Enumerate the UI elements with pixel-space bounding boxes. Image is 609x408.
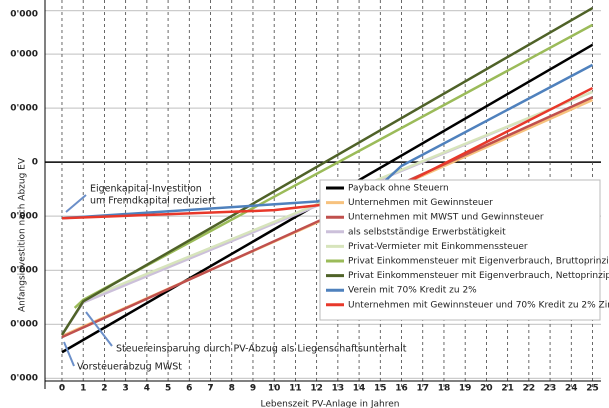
legend-label: Payback ohne Steuern	[348, 184, 449, 194]
x-tick-label: 14	[353, 384, 366, 394]
y-tick-label: 0'000	[10, 374, 38, 384]
legend-label: Privat Einkommensteuer mit Eigenverbrauc…	[348, 257, 609, 267]
x-tick-label: 22	[523, 384, 536, 394]
x-tick-label: 3	[123, 384, 129, 394]
y-tick-label: 0	[32, 158, 38, 168]
legend-label: als selbstständige Erwerbstätigkeit	[348, 227, 506, 237]
x-tick-label: 19	[459, 384, 472, 394]
series-line	[73, 23, 594, 309]
y-tick-label: 0'000	[10, 320, 38, 330]
x-tick-label: 5	[165, 384, 171, 394]
x-tick-label: 18	[438, 384, 451, 394]
legend-label: Privat-Vermieter mit Einkommenssteuer	[348, 242, 528, 252]
x-tick-label: 8	[229, 384, 235, 394]
x-tick-label: 6	[186, 384, 192, 394]
x-tick-label: 24	[565, 384, 578, 394]
x-tick-label: 25	[586, 384, 599, 394]
x-tick-label: 2	[101, 384, 107, 394]
arrow	[65, 194, 87, 213]
legend-label: Unternehmen mit Gewinnsteuer und 70% Kre…	[348, 300, 609, 310]
x-tick-label: 23	[544, 384, 557, 394]
x-tick-label: 4	[144, 384, 150, 394]
x-tick-label: 12	[310, 384, 323, 394]
arrow	[63, 341, 75, 367]
x-tick-label: 16	[395, 384, 408, 394]
x-tick-label: 21	[501, 384, 514, 394]
x-tick-label: 13	[332, 384, 345, 394]
x-tick-label: 11	[289, 384, 302, 394]
x-tick-label: 20	[480, 384, 493, 394]
y-tick-label: 0'000	[10, 212, 38, 222]
y-tick-label: 0'000	[10, 104, 38, 114]
x-tick-label: 17	[416, 384, 429, 394]
x-tick-label: 15	[374, 384, 387, 394]
annotation: Vorsteuerabzug MWSt	[77, 362, 182, 373]
x-tick-label: 9	[250, 384, 256, 394]
legend-label: Unternehmen mit Gewinnsteuer	[348, 198, 493, 208]
annotation-arrows	[63, 194, 113, 367]
legend-label: Unternehmen mit MWST und Gewinnsteuer	[348, 213, 544, 223]
annotation: um Fremdkapital reduziert	[90, 196, 216, 207]
x-tick-label: 10	[268, 384, 281, 394]
legend-label: Privat Einkommensteuer mit Eigenverbrauc…	[348, 271, 609, 281]
x-tick-label: 7	[207, 384, 213, 394]
annotation: Eigenkapital-Investition	[90, 184, 202, 195]
y-tick-label: 0'000	[10, 266, 38, 276]
legend-box	[319, 179, 601, 321]
x-tick-label: 0	[59, 384, 65, 394]
x-tick-label: 1	[80, 384, 86, 394]
arrow	[85, 311, 113, 347]
legend-label: Verein mit 70% Kredit zu 2%	[348, 286, 477, 296]
y-axis-title: Anfangsinvestition nach Abzug EV	[18, 157, 28, 312]
annotation: Steuereinsparung durch PV-Abzug als Lieg…	[116, 344, 407, 355]
y-tick-label: 0'000	[10, 10, 38, 20]
x-axis-title: Lebenszeit PV-Anlage in Jahren	[261, 400, 400, 408]
y-tick-label: 0'000	[10, 50, 38, 60]
series-line	[60, 7, 594, 336]
